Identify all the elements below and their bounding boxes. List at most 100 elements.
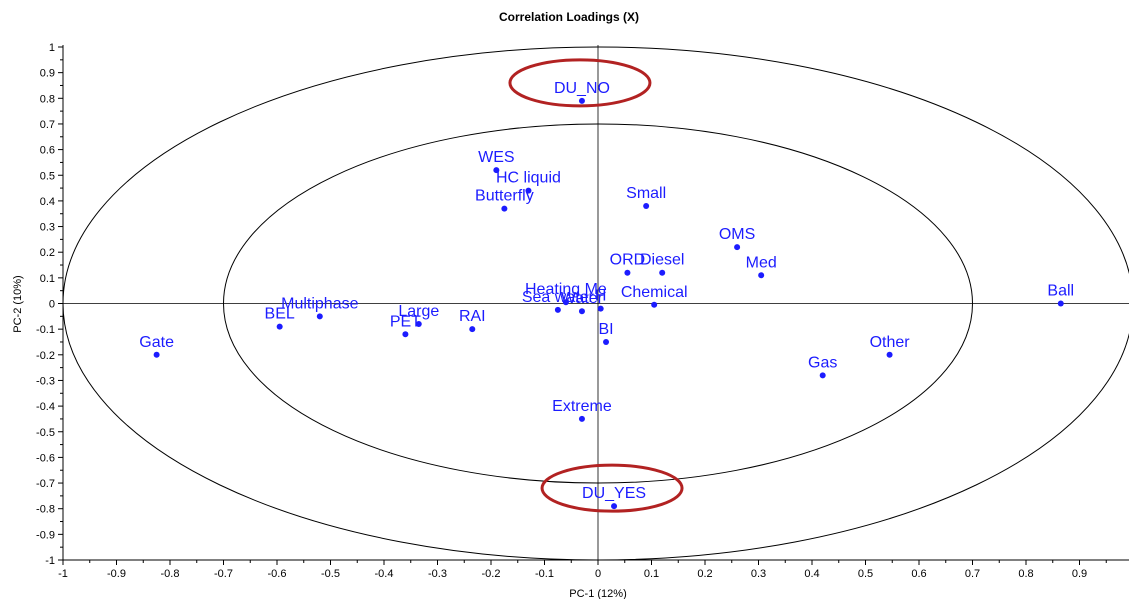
y-tick-label: 0.9 [40, 68, 55, 80]
point-label-oms: OMS [719, 226, 755, 243]
point-label-small: Small [626, 185, 666, 202]
x-tick-label: -0.7 [214, 568, 233, 580]
y-tick-label: 0.1 [40, 273, 55, 285]
x-tick-label: -0.1 [535, 568, 554, 580]
point-label-gas: Gas [808, 354, 837, 371]
y-tick-label: -0.7 [36, 478, 55, 490]
point-oms [734, 244, 741, 251]
x-tick-label: 0.5 [858, 568, 873, 580]
point-chemical [651, 301, 658, 308]
x-tick-label: 0.2 [697, 568, 712, 580]
point-label-du-yes: DU_YES [582, 485, 646, 502]
point-label-multiphase: Multiphase [281, 295, 358, 312]
highlight-oval-du-no [508, 58, 652, 108]
point-label-du-no: DU_NO [554, 80, 610, 97]
y-tick-label: -0.3 [36, 375, 55, 387]
point-label-extreme: Extreme [552, 398, 612, 415]
y-tick-label: 0.4 [40, 196, 55, 208]
x-tick-label: 0.8 [1018, 568, 1033, 580]
point-label-wes: WES [478, 149, 514, 166]
point-label-heating-me: Heating Me [525, 281, 607, 298]
point-h [597, 305, 604, 312]
point-label-bi: BI [598, 321, 613, 338]
point-other [886, 351, 893, 358]
y-tick-label: 0.2 [40, 247, 55, 259]
point-label-other: Other [870, 334, 911, 351]
point-wes [493, 167, 500, 174]
chart-title: Correlation Loadings (X) [499, 10, 639, 24]
point-label-bel: BEL [265, 306, 295, 323]
point-multiphase [316, 313, 323, 320]
point-ord [624, 269, 631, 276]
y-tick-label: -0.5 [36, 427, 55, 439]
y-tick-label: -0.2 [36, 350, 55, 362]
point-small [643, 203, 650, 210]
highlight-oval-du-yes [540, 463, 684, 513]
x-tick-label: -0.5 [321, 568, 340, 580]
x-tick-label: 0 [595, 568, 601, 580]
y-tick-label: -0.8 [36, 504, 55, 516]
point-heating-me [562, 299, 569, 306]
x-tick-label: 0.6 [911, 568, 926, 580]
x-tick-label: -0.2 [482, 568, 501, 580]
point-label-sea-water: Sea water [522, 289, 595, 306]
x-tick-label: 0.7 [965, 568, 980, 580]
x-tick-label: 0.9 [1072, 568, 1087, 580]
point-extreme [578, 415, 585, 422]
point-rai [469, 326, 476, 333]
point-bel [276, 323, 283, 330]
y-tick-label: -0.9 [36, 529, 55, 541]
point-label-ord: ORD [610, 252, 646, 269]
point-ball [1057, 300, 1064, 307]
point-gas [819, 372, 826, 379]
highlight-ovals [508, 58, 684, 513]
point-label-med: Med [746, 254, 777, 271]
point-med [758, 272, 765, 279]
x-tick-label: -0.9 [107, 568, 126, 580]
point-water [578, 308, 585, 315]
y-axis-title: PC-2 (10%) [12, 275, 24, 332]
point-bi [603, 338, 610, 345]
point-du-yes [611, 503, 618, 510]
y-tick-label: 0.8 [40, 93, 55, 105]
x-tick-label: -0.8 [161, 568, 180, 580]
point-diesel [659, 269, 666, 276]
point-label-rai: RAI [459, 308, 486, 325]
y-tick-label: -0.1 [36, 324, 55, 336]
x-tick-label: -1 [58, 568, 68, 580]
y-tick-label: -1 [45, 555, 55, 567]
x-tick-label: -0.3 [428, 568, 447, 580]
point-label-h: H [595, 288, 607, 305]
point-du-no [578, 97, 585, 104]
x-axis-title: PC-1 (12%) [569, 588, 626, 599]
plot-axes: 1 0.9 0.8 0.7 0.6 0.5 0.4 0.3 0.2 0.1 0 -0.1 -0.2 -0.… [36, 42, 1129, 580]
y-tick-label: -0.4 [36, 401, 55, 413]
point-label-butterfly: Butterfly [475, 188, 534, 205]
x-tick-label: 0.1 [644, 568, 659, 580]
y-tick-label: 0.6 [40, 145, 55, 157]
point-pet [402, 331, 409, 338]
point-label-gate: Gate [139, 334, 174, 351]
y-tick-label: 1 [49, 42, 55, 54]
y-tick-label: 0.7 [40, 119, 55, 131]
point-butterfly [501, 205, 508, 212]
point-label-ball: Ball [1047, 283, 1074, 300]
x-tick-label: 0.3 [751, 568, 766, 580]
point-hc-liquid [525, 187, 532, 194]
y-tick-label: 0.3 [40, 222, 55, 234]
point-large [415, 321, 422, 328]
point-label-hc-liquid: HC liquid [496, 170, 561, 187]
y-tick-label: -0.6 [36, 452, 55, 464]
point-label-water: Water [561, 290, 604, 307]
point-label-chemical: Chemical [621, 284, 688, 301]
point-label-diesel: Diesel [640, 252, 684, 269]
y-tick-label: 0 [49, 299, 55, 311]
y-tick-label: 0.5 [40, 170, 55, 182]
point-sea-water [554, 306, 561, 313]
x-tick-label: -0.6 [268, 568, 287, 580]
point-gate [153, 351, 160, 358]
x-tick-label: -0.4 [375, 568, 394, 580]
point-label-large: Large [398, 303, 439, 320]
